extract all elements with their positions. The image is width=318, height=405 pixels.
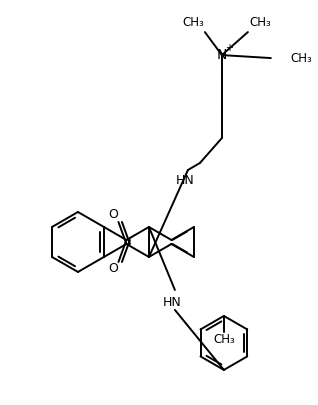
Text: HN: HN <box>176 173 194 187</box>
Text: +: + <box>225 43 233 53</box>
Text: CH₃: CH₃ <box>182 16 204 29</box>
Text: O: O <box>108 262 118 275</box>
Text: HN: HN <box>162 296 181 309</box>
Text: N: N <box>217 48 227 62</box>
Text: CH₃: CH₃ <box>213 333 235 346</box>
Text: CH₃: CH₃ <box>291 51 313 64</box>
Text: O: O <box>108 209 118 222</box>
Text: CH₃: CH₃ <box>249 16 271 29</box>
